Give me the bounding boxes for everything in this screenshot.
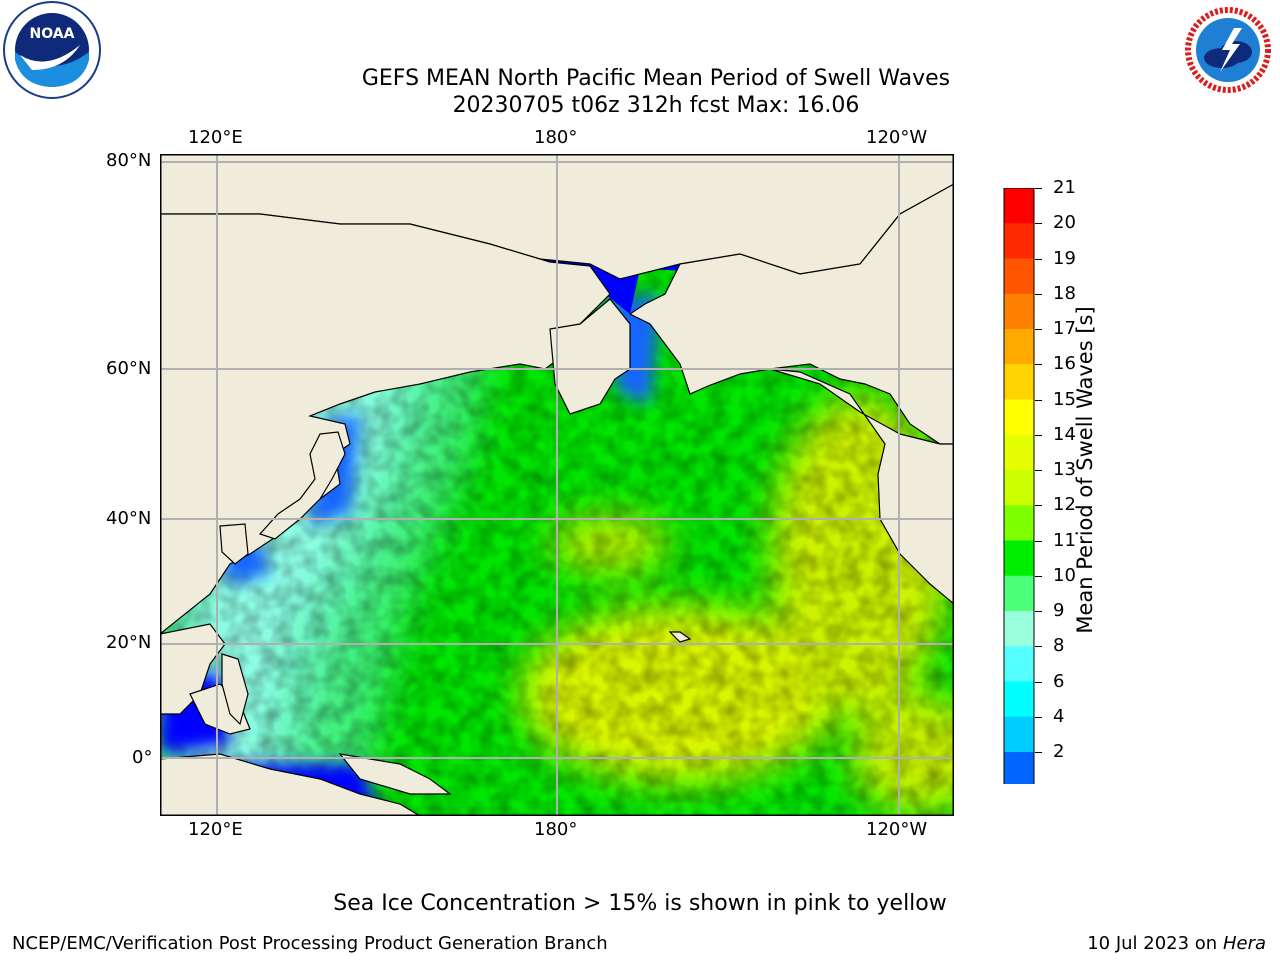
lat-tick-80n: 80°N (106, 150, 152, 171)
colorbar-segment (1004, 329, 1034, 365)
colorbar (1003, 188, 1035, 784)
colorbar-tick-mark (1035, 611, 1042, 612)
colorbar-tick-label: 9 (1053, 600, 1065, 621)
colorbar-tick-label: 17 (1053, 318, 1076, 339)
timestamp: 10 Jul 2023 on Hera (1087, 933, 1266, 954)
lat-tick-40n: 40°N (106, 508, 152, 529)
colorbar-segment (1004, 681, 1034, 718)
date-text: 10 Jul 2023 on (1087, 933, 1223, 954)
sea-ice-note: Sea Ice Concentration > 15% is shown in … (333, 891, 947, 916)
graticule (160, 154, 954, 816)
lon-tick-bottom-180: 180° (534, 819, 578, 840)
colorbar-tick-mark (1035, 470, 1042, 471)
colorbar-tick-label: 15 (1053, 388, 1076, 410)
colorbar-segment (1004, 716, 1034, 753)
colorbar-tick-label: 21 (1053, 177, 1076, 198)
lon-tick-bottom-120w: 120°W (866, 819, 928, 840)
colorbar-segment (1004, 223, 1034, 259)
colorbar-tick-label: 10 (1053, 564, 1076, 586)
lon-tick-bottom-120e: 120°E (188, 819, 243, 840)
colorbar-tick-label: 19 (1053, 247, 1076, 269)
colorbar-segment (1004, 258, 1034, 295)
colorbar-tick-mark (1035, 188, 1042, 189)
colorbar-tick-mark (1035, 540, 1042, 542)
colorbar-tick-label: 20 (1053, 212, 1076, 234)
host-text: Hera (1222, 933, 1266, 954)
lon-tick-top-120e: 120°E (188, 127, 243, 148)
lat-tick-20n: 20°N (106, 632, 152, 653)
colorbar-tick-mark (1035, 681, 1042, 683)
colorbar-segment (1004, 188, 1034, 224)
colorbar-tick-mark (1035, 223, 1042, 225)
colorbar-outline (1003, 188, 1035, 784)
nws-logo (1180, 2, 1276, 98)
colorbar-tick-label: 6 (1053, 670, 1065, 692)
chart-title: GEFS MEAN North Pacific Mean Period of S… (361, 66, 951, 91)
colorbar-segment (1004, 752, 1034, 784)
colorbar-segment (1004, 611, 1034, 647)
colorbar-segment (1004, 364, 1034, 400)
colorbar-tick-mark (1035, 716, 1042, 718)
lat-tick-60n: 60°N (106, 358, 152, 379)
lon-tick-top-180: 180° (534, 127, 578, 148)
colorbar-tick-label: 18 (1053, 282, 1076, 304)
colorbar-tick-label: 14 (1053, 423, 1076, 445)
colorbar-tick-mark (1035, 575, 1042, 577)
colorbar-tick-label: 8 (1053, 635, 1065, 657)
colorbar-tick-mark (1035, 258, 1042, 260)
colorbar-tick-label: 12 (1053, 494, 1076, 516)
colorbar-tick-mark (1035, 646, 1042, 648)
chart-subtitle: 20230705 t06z 312h fcst Max: 16.06 (452, 93, 860, 118)
colorbar-segment (1004, 470, 1034, 506)
noaa-logo: NOAA (3, 1, 101, 99)
colorbar-tick-mark (1035, 434, 1042, 436)
noaa-logo-text: NOAA (30, 26, 75, 42)
colorbar-segment (1004, 434, 1034, 471)
colorbar-tick-mark (1035, 505, 1042, 507)
colorbar-segment (1004, 505, 1034, 541)
colorbar-segment (1004, 540, 1034, 577)
colorbar-label: Mean Period of Swell Waves [s] (1073, 306, 1097, 634)
colorbar-segment (1004, 575, 1034, 612)
colorbar-tick-label: 13 (1053, 459, 1076, 480)
credit-text: NCEP/EMC/Verification Post Processing Pr… (12, 933, 608, 954)
colorbar-tick-mark (1035, 364, 1042, 366)
colorbar-tick-label: 4 (1053, 705, 1065, 727)
colorbar-tick-label: 16 (1053, 353, 1076, 375)
colorbar-tick-mark (1035, 752, 1042, 753)
colorbar-segment (1004, 399, 1034, 436)
lat-tick-0: 0° (132, 747, 153, 768)
colorbar-tick-mark (1035, 399, 1042, 401)
colorbar-tick-label: 2 (1053, 741, 1065, 762)
colorbar-segment (1004, 293, 1034, 330)
colorbar-tick-mark (1035, 293, 1042, 295)
colorbar-segment (1004, 646, 1034, 682)
swell-period-map (160, 154, 954, 816)
colorbar-tick-mark (1035, 329, 1042, 330)
lon-tick-top-120w: 120°W (866, 127, 928, 148)
colorbar-tick-label: 11 (1053, 529, 1076, 551)
